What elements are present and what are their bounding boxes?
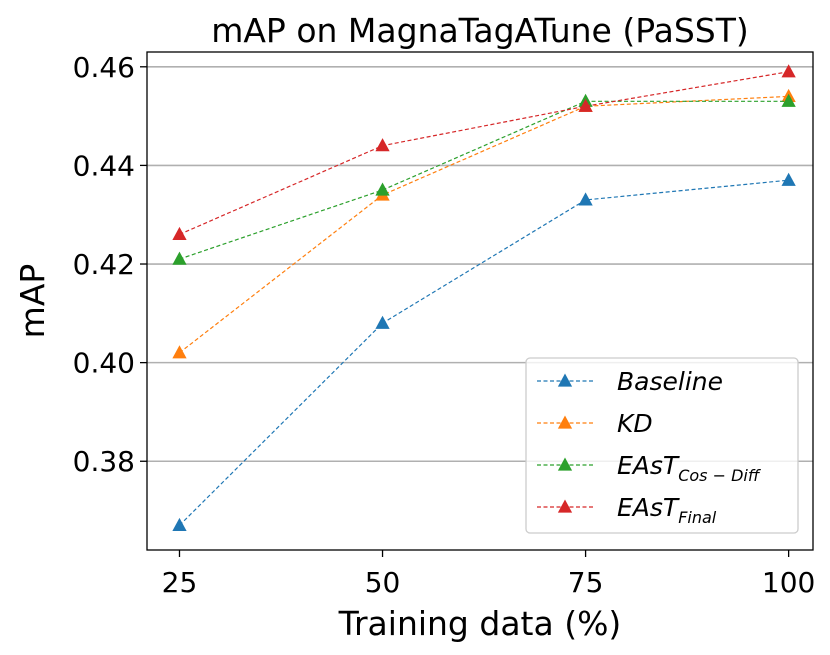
data-point-marker: [172, 517, 187, 531]
legend-label-main: EAsT: [617, 451, 680, 480]
data-point-marker: [578, 98, 593, 112]
x-tick-label: 100: [762, 566, 815, 599]
series-3: [172, 64, 796, 241]
legend-frame: [525, 357, 799, 534]
data-point-marker: [375, 138, 390, 152]
series-line: [179, 179, 789, 526]
tick-layer: 0.38 0.40 0.42 0.44 0.46 25 50 75 100: [73, 51, 816, 599]
legend-label: Baseline: [617, 367, 723, 396]
x-tick-label: 50: [365, 566, 401, 599]
legend-item: EAsTCos − Diff: [537, 451, 762, 485]
data-point-marker: [375, 182, 390, 196]
x-tick-label: 25: [162, 566, 198, 599]
legend-label-main: KD: [617, 409, 653, 438]
legend-marker: [557, 499, 573, 513]
legend-label: EAsTFinal: [617, 493, 717, 527]
series-0: [172, 172, 796, 531]
x-tick-label: 75: [568, 566, 604, 599]
legend-label-main: EAsT: [617, 493, 680, 522]
y-tick-label: 0.40: [73, 347, 135, 380]
series-line: [179, 95, 789, 354]
series-layer: [172, 64, 796, 531]
data-point-marker: [172, 226, 187, 241]
data-point-marker: [781, 93, 796, 107]
chart-title: mAP on MagnaTagATune (PaSST): [211, 11, 749, 50]
legend-marker: [557, 457, 573, 471]
legend-item: EAsTFinal: [537, 493, 717, 527]
y-axis-label: mAP: [13, 264, 52, 339]
data-point-marker: [781, 172, 796, 186]
legend-label: EAsTCos − Diff: [617, 451, 762, 485]
legend-item: KD: [537, 409, 653, 438]
x-axis-label: Training data (%): [338, 604, 622, 643]
legend-label-subscript: Cos − Diff: [678, 466, 762, 485]
legend-label: KD: [617, 409, 653, 438]
data-point-marker: [781, 64, 796, 78]
y-tick-label: 0.42: [73, 248, 135, 281]
legend-item: Baseline: [537, 367, 723, 396]
series-line: [179, 71, 789, 235]
data-point-marker: [172, 251, 187, 265]
legend-marker: [557, 373, 573, 387]
plot-frame: [146, 51, 814, 551]
series-line: [179, 100, 789, 260]
y-tick-label: 0.44: [73, 149, 135, 182]
legend-marker: [557, 415, 573, 429]
data-point-marker: [375, 315, 390, 329]
data-point-marker: [578, 192, 593, 206]
y-tick-label: 0.38: [73, 445, 135, 478]
legend-label-main: Baseline: [617, 367, 723, 396]
y-tick-label: 0.46: [73, 51, 135, 84]
data-point-marker: [172, 345, 187, 359]
legend-label-subscript: Final: [678, 508, 717, 527]
